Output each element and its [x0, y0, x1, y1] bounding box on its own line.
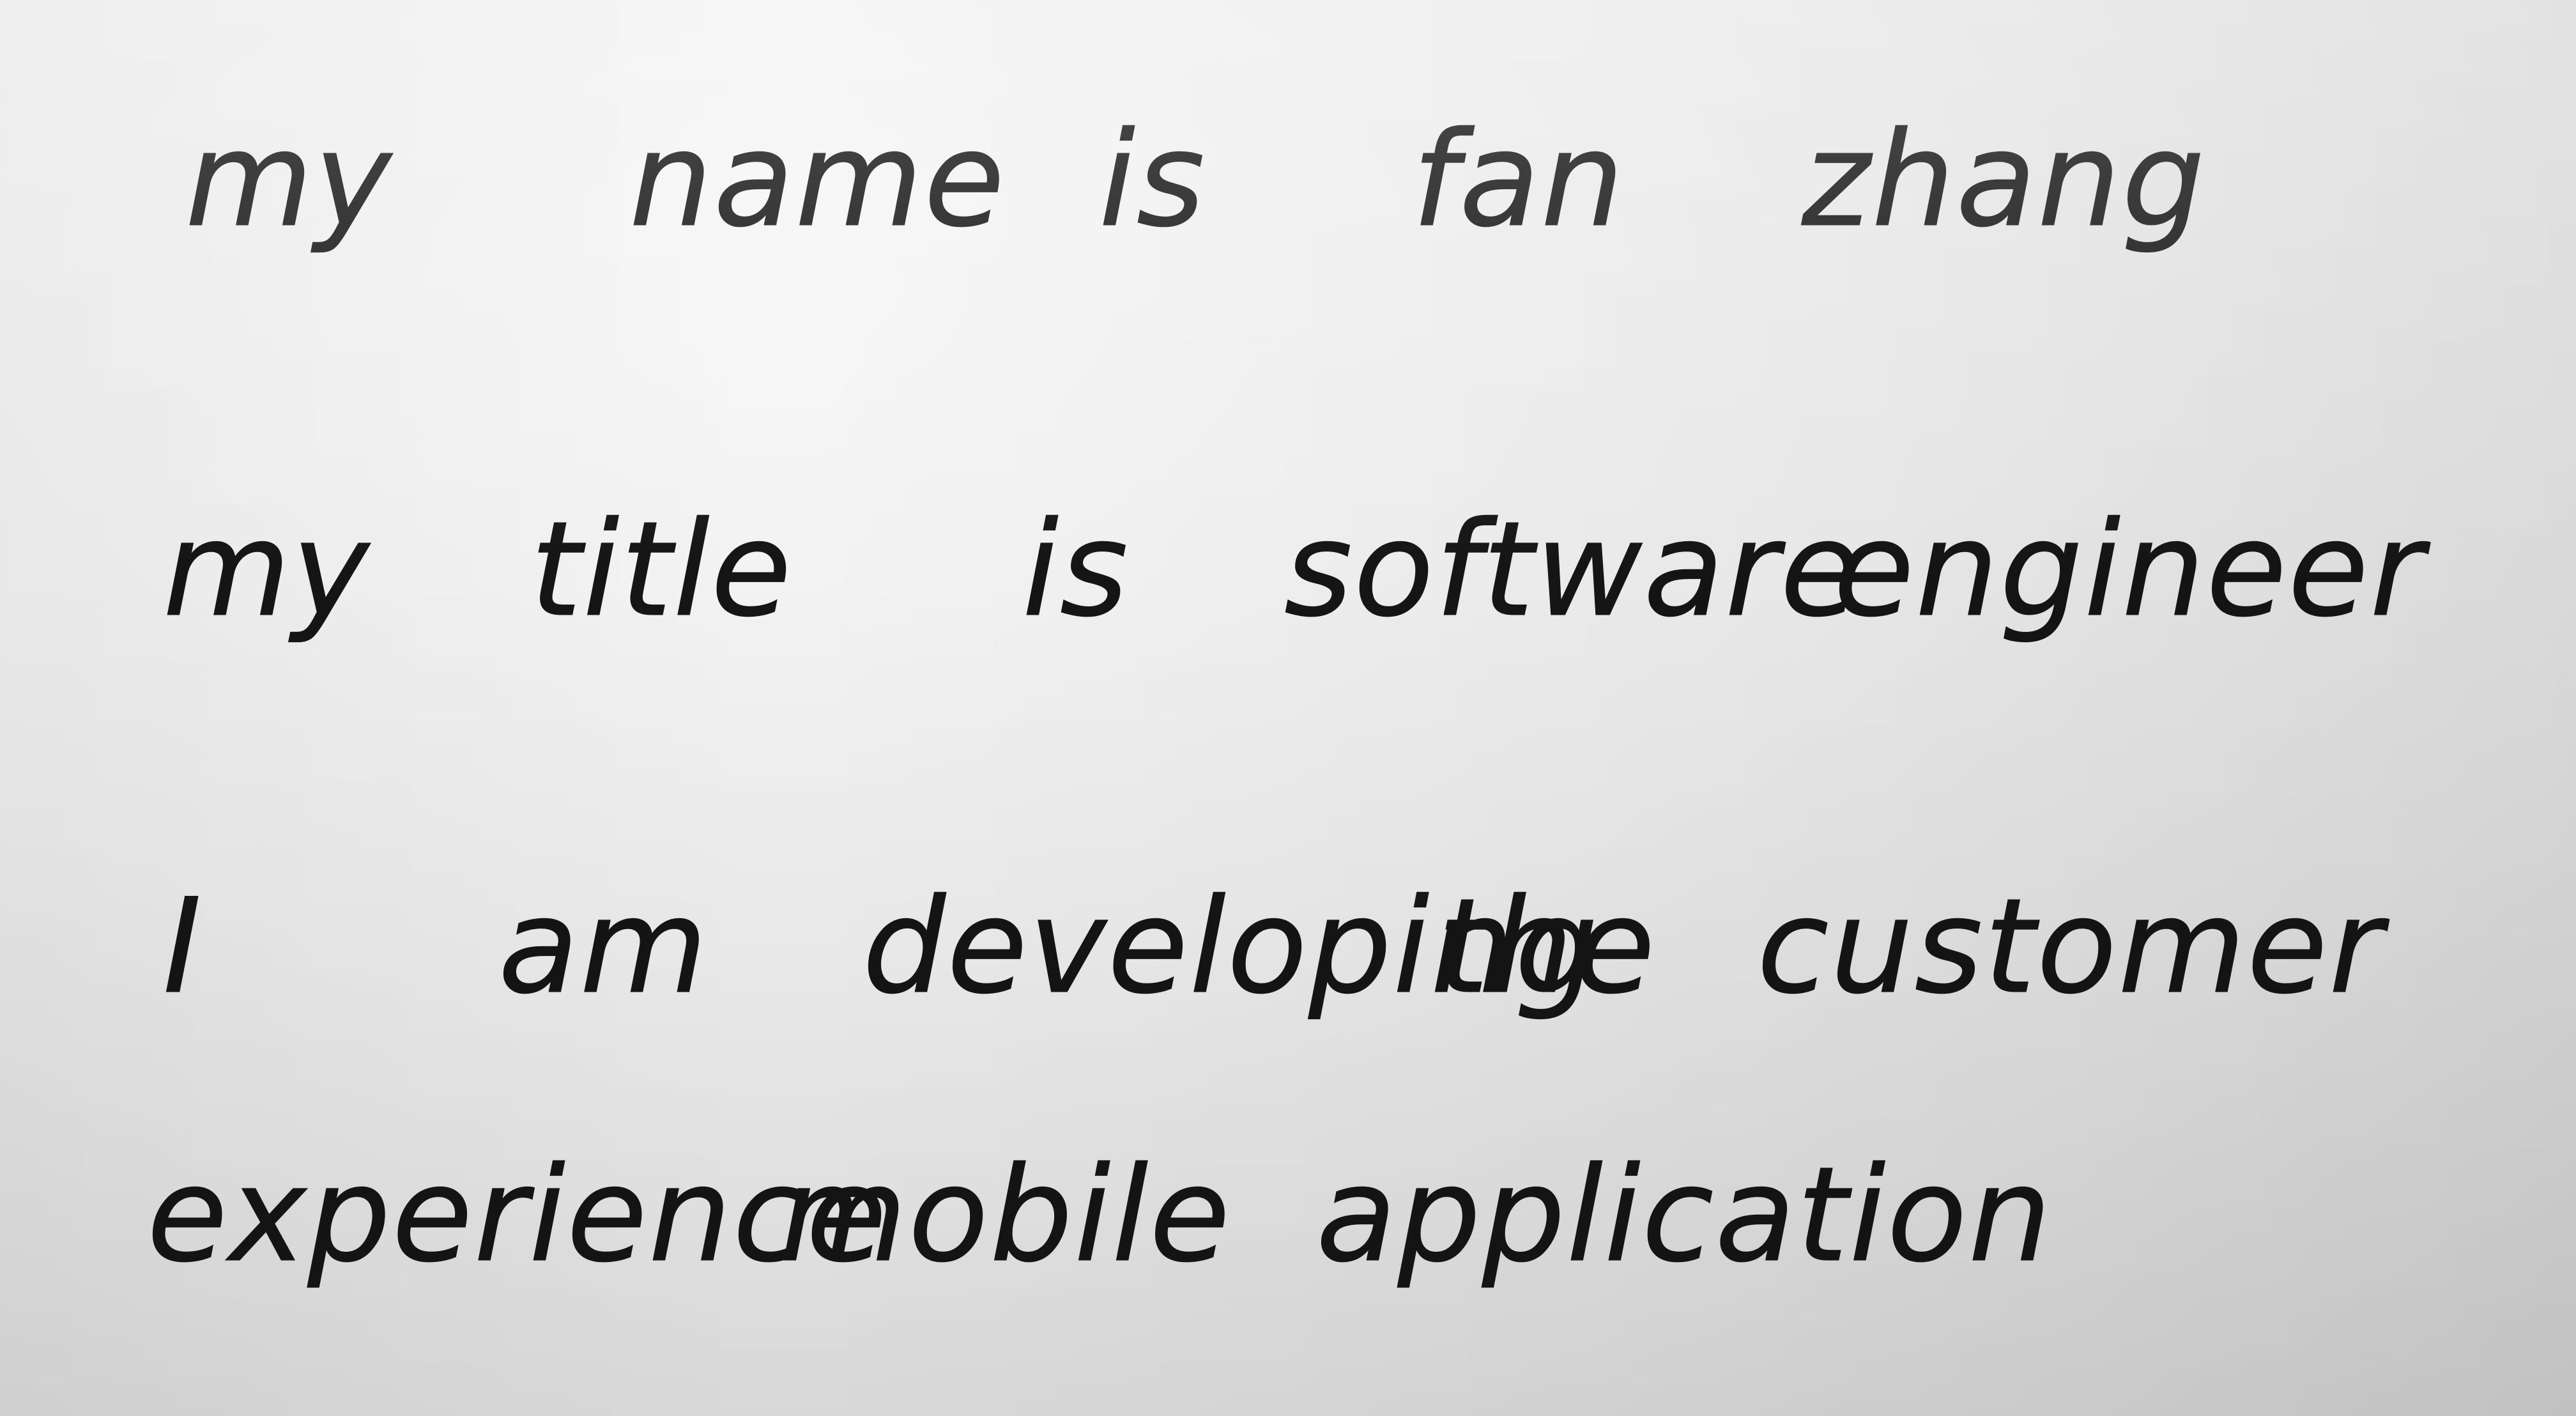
- handwritten-word: customer: [1756, 871, 2384, 1023]
- handwritten-word: is: [1022, 494, 1130, 646]
- handwritten-word: my: [162, 494, 371, 646]
- handwritten-word: is: [1099, 104, 1206, 256]
- handwritten-word: my: [185, 104, 394, 256]
- handwritten-word: title: [530, 494, 793, 646]
- handwritten-word: engineer: [1834, 494, 2425, 646]
- handwritten-word: am: [498, 871, 709, 1023]
- handwritten-word: the: [1437, 871, 1657, 1023]
- handwritten-word: zhang: [1801, 104, 2207, 256]
- handwritten-word: experience: [147, 1139, 888, 1291]
- handwritten-word: software: [1284, 494, 1862, 646]
- handwritten-word: application: [1316, 1139, 2053, 1291]
- handwritten-word: name: [629, 104, 1006, 256]
- handwritten-word: mobile: [779, 1139, 1232, 1291]
- handwritten-word: developing: [862, 871, 1600, 1023]
- handwritten-word: I: [162, 871, 203, 1023]
- handwritten-word: fan: [1412, 104, 1625, 256]
